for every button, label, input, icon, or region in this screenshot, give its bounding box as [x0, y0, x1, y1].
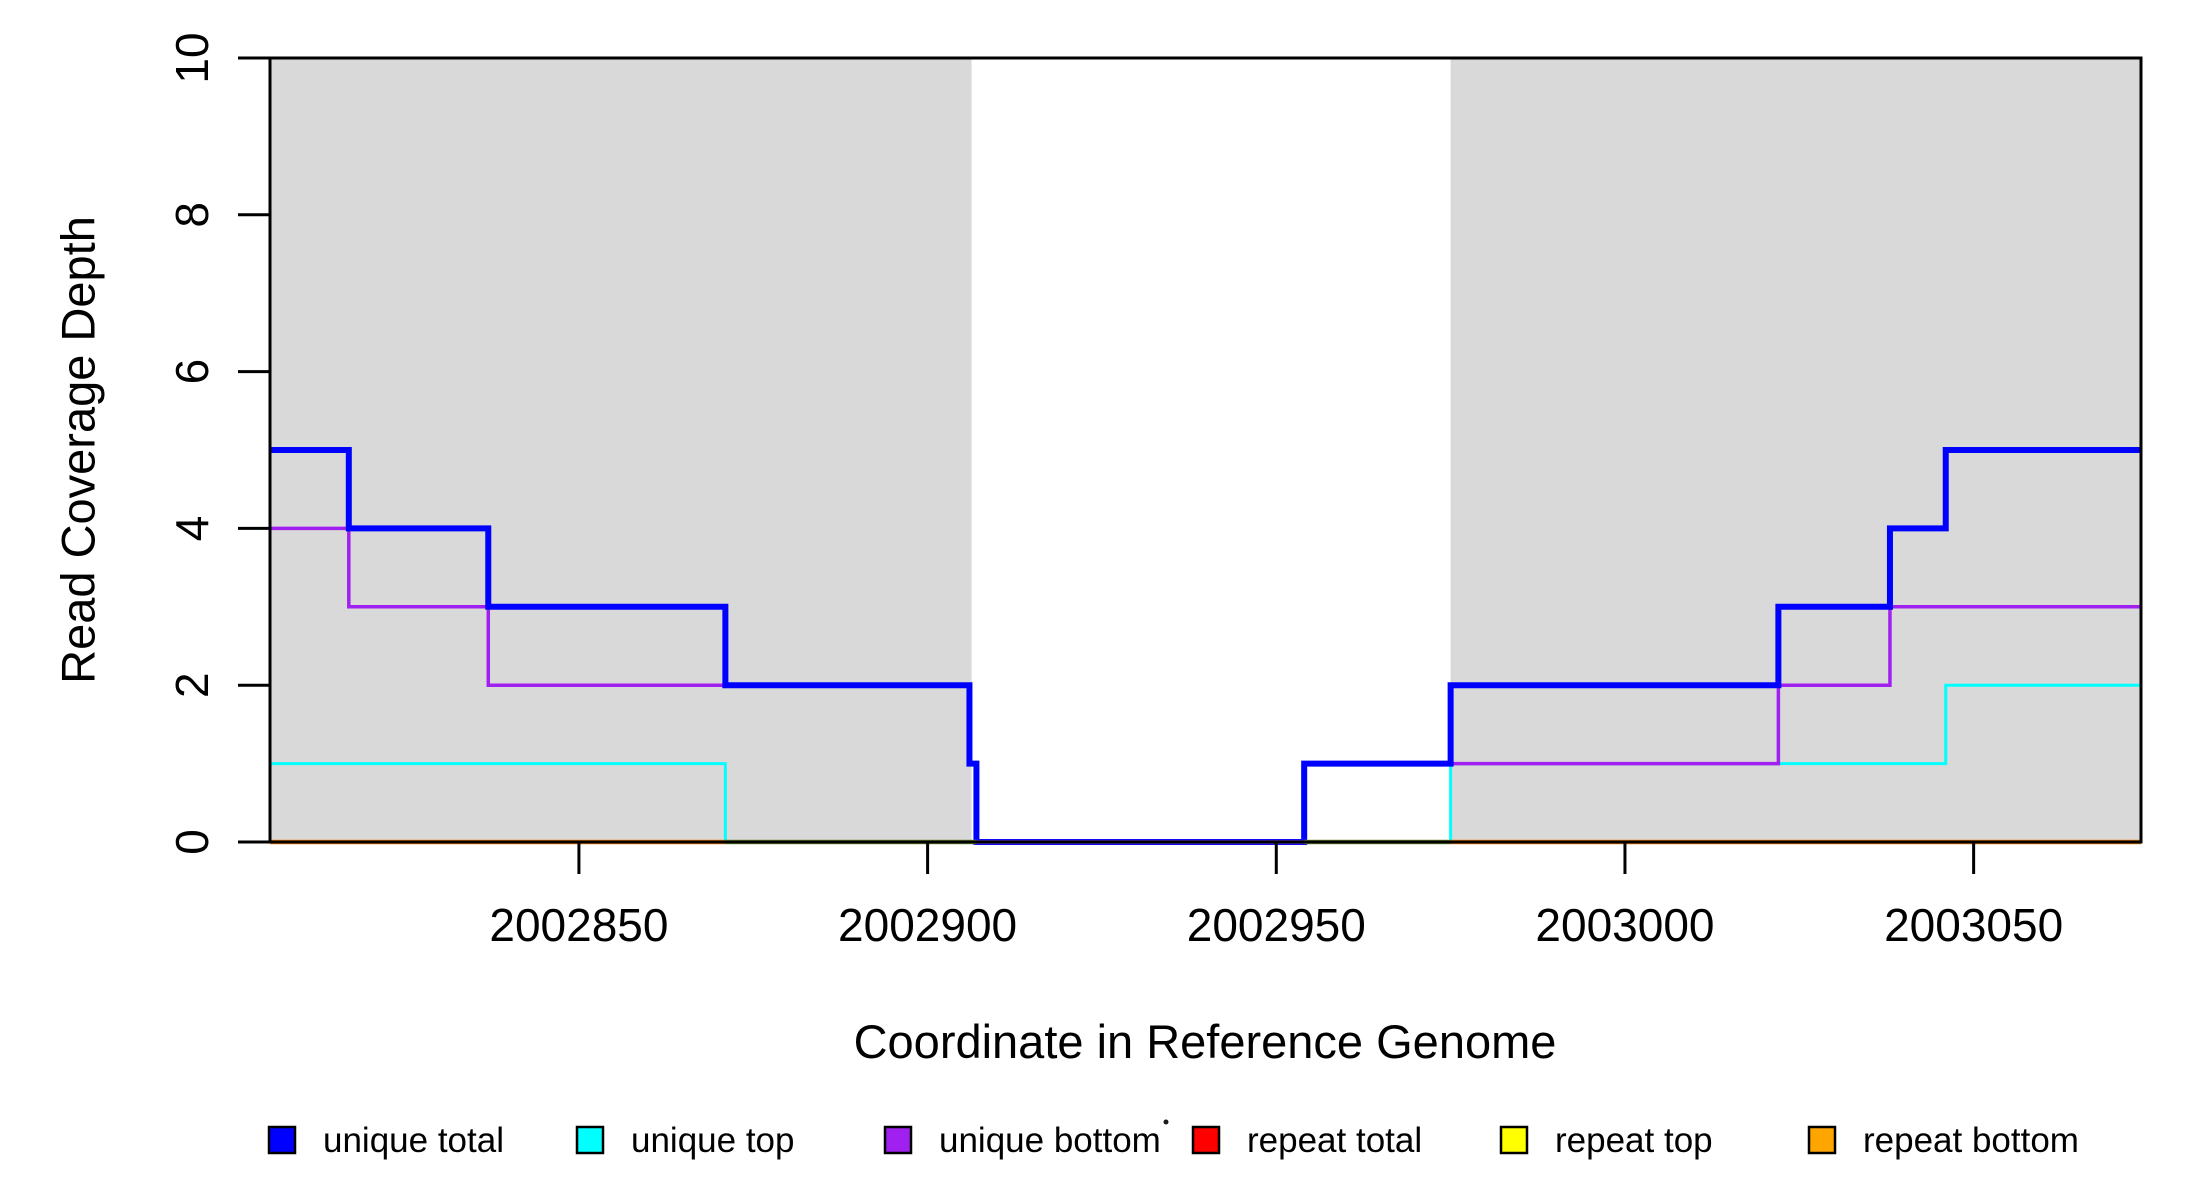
legend-label-unique-bottom: unique bottom: [939, 1121, 1161, 1160]
y-tick-label: 2: [166, 672, 218, 698]
y-tick-label: 0: [166, 829, 218, 855]
x-tick-label: 2002900: [838, 899, 1017, 951]
x-tick-label: 2002950: [1187, 899, 1366, 951]
legend-swatch-repeat-total: [1191, 1125, 1221, 1155]
legend-swatch-repeat-top: [1499, 1125, 1529, 1155]
legend-swatch-unique-top: [575, 1125, 605, 1155]
x-tick-label: 2002850: [489, 899, 668, 951]
y-tick-label: 8: [166, 202, 218, 228]
legend-swatch-repeat-bottom: [1807, 1125, 1837, 1155]
legend-label-repeat-bottom: repeat bottom: [1863, 1121, 2079, 1160]
series-line-unique-top: [270, 683, 2141, 844]
shaded-region: [270, 58, 972, 842]
legend-label-unique-top: unique top: [631, 1121, 794, 1160]
legend-label-unique-total: unique total: [323, 1121, 504, 1160]
legend-label-repeat-total: repeat total: [1247, 1121, 1422, 1160]
x-axis-title: Coordinate in Reference Genome: [854, 1015, 1557, 1068]
stray-dot: [1163, 1119, 1169, 1125]
legend-swatch-unique-bottom: [883, 1125, 913, 1155]
plot-box: [268, 56, 2143, 844]
x-tick-label: 2003050: [1884, 899, 2063, 951]
legend-swatch-unique-total: [267, 1125, 297, 1155]
y-axis-title: Read Coverage Depth: [51, 216, 104, 684]
y-tick-label: 6: [166, 359, 218, 385]
legend-label-repeat-top: repeat top: [1555, 1121, 1713, 1160]
y-tick-label: 10: [166, 32, 218, 83]
x-tick-label: 2003000: [1535, 899, 1714, 951]
y-tick-label: 4: [166, 516, 218, 542]
